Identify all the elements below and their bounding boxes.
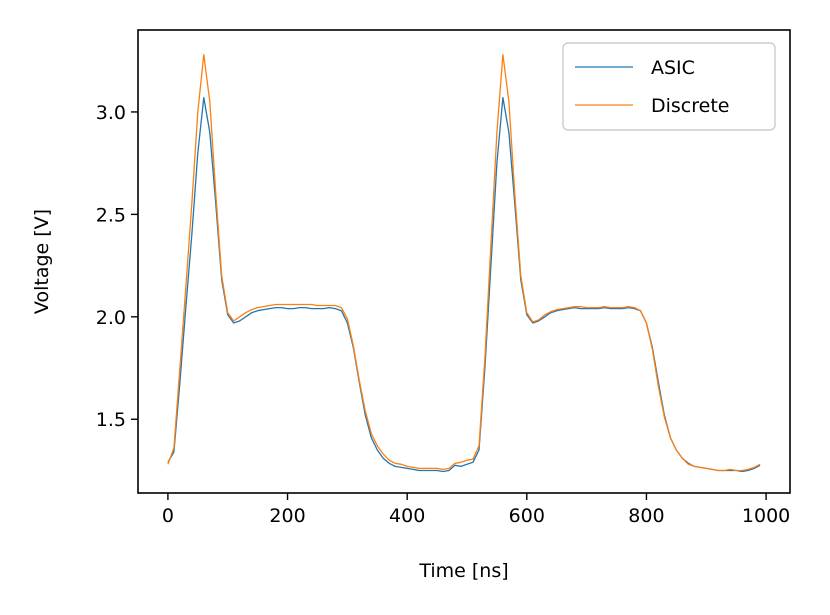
x-tick-label: 0: [162, 505, 174, 527]
x-tick-label: 400: [389, 505, 425, 527]
x-tick-label: 200: [269, 505, 305, 527]
y-axis-label: Voltage [V]: [31, 209, 53, 314]
x-axis-label: Time [ns]: [418, 560, 508, 582]
y-tick-label: 2.0: [96, 307, 126, 329]
y-tick-label: 2.5: [96, 204, 126, 226]
legend-box: [562, 42, 776, 131]
x-tick-label: 600: [509, 505, 545, 527]
axes-frame: [137, 29, 791, 494]
x-axis: 0 200 400 600 800 1000: [162, 493, 790, 527]
series-line-asic: [167, 96, 761, 473]
y-tick-label: 3.0: [96, 102, 126, 124]
legend-label: Discrete: [651, 95, 729, 117]
plot-lines: [167, 53, 761, 473]
x-tick-label: 800: [628, 505, 664, 527]
series-line-discrete: [167, 53, 761, 472]
y-tick-label: 1.5: [96, 409, 126, 431]
x-tick-label: 1000: [742, 505, 790, 527]
legend-label: ASIC: [651, 57, 695, 79]
legend: ASIC Discrete: [562, 42, 776, 131]
y-axis: 1.5 2.0 2.5 3.0: [96, 102, 138, 431]
